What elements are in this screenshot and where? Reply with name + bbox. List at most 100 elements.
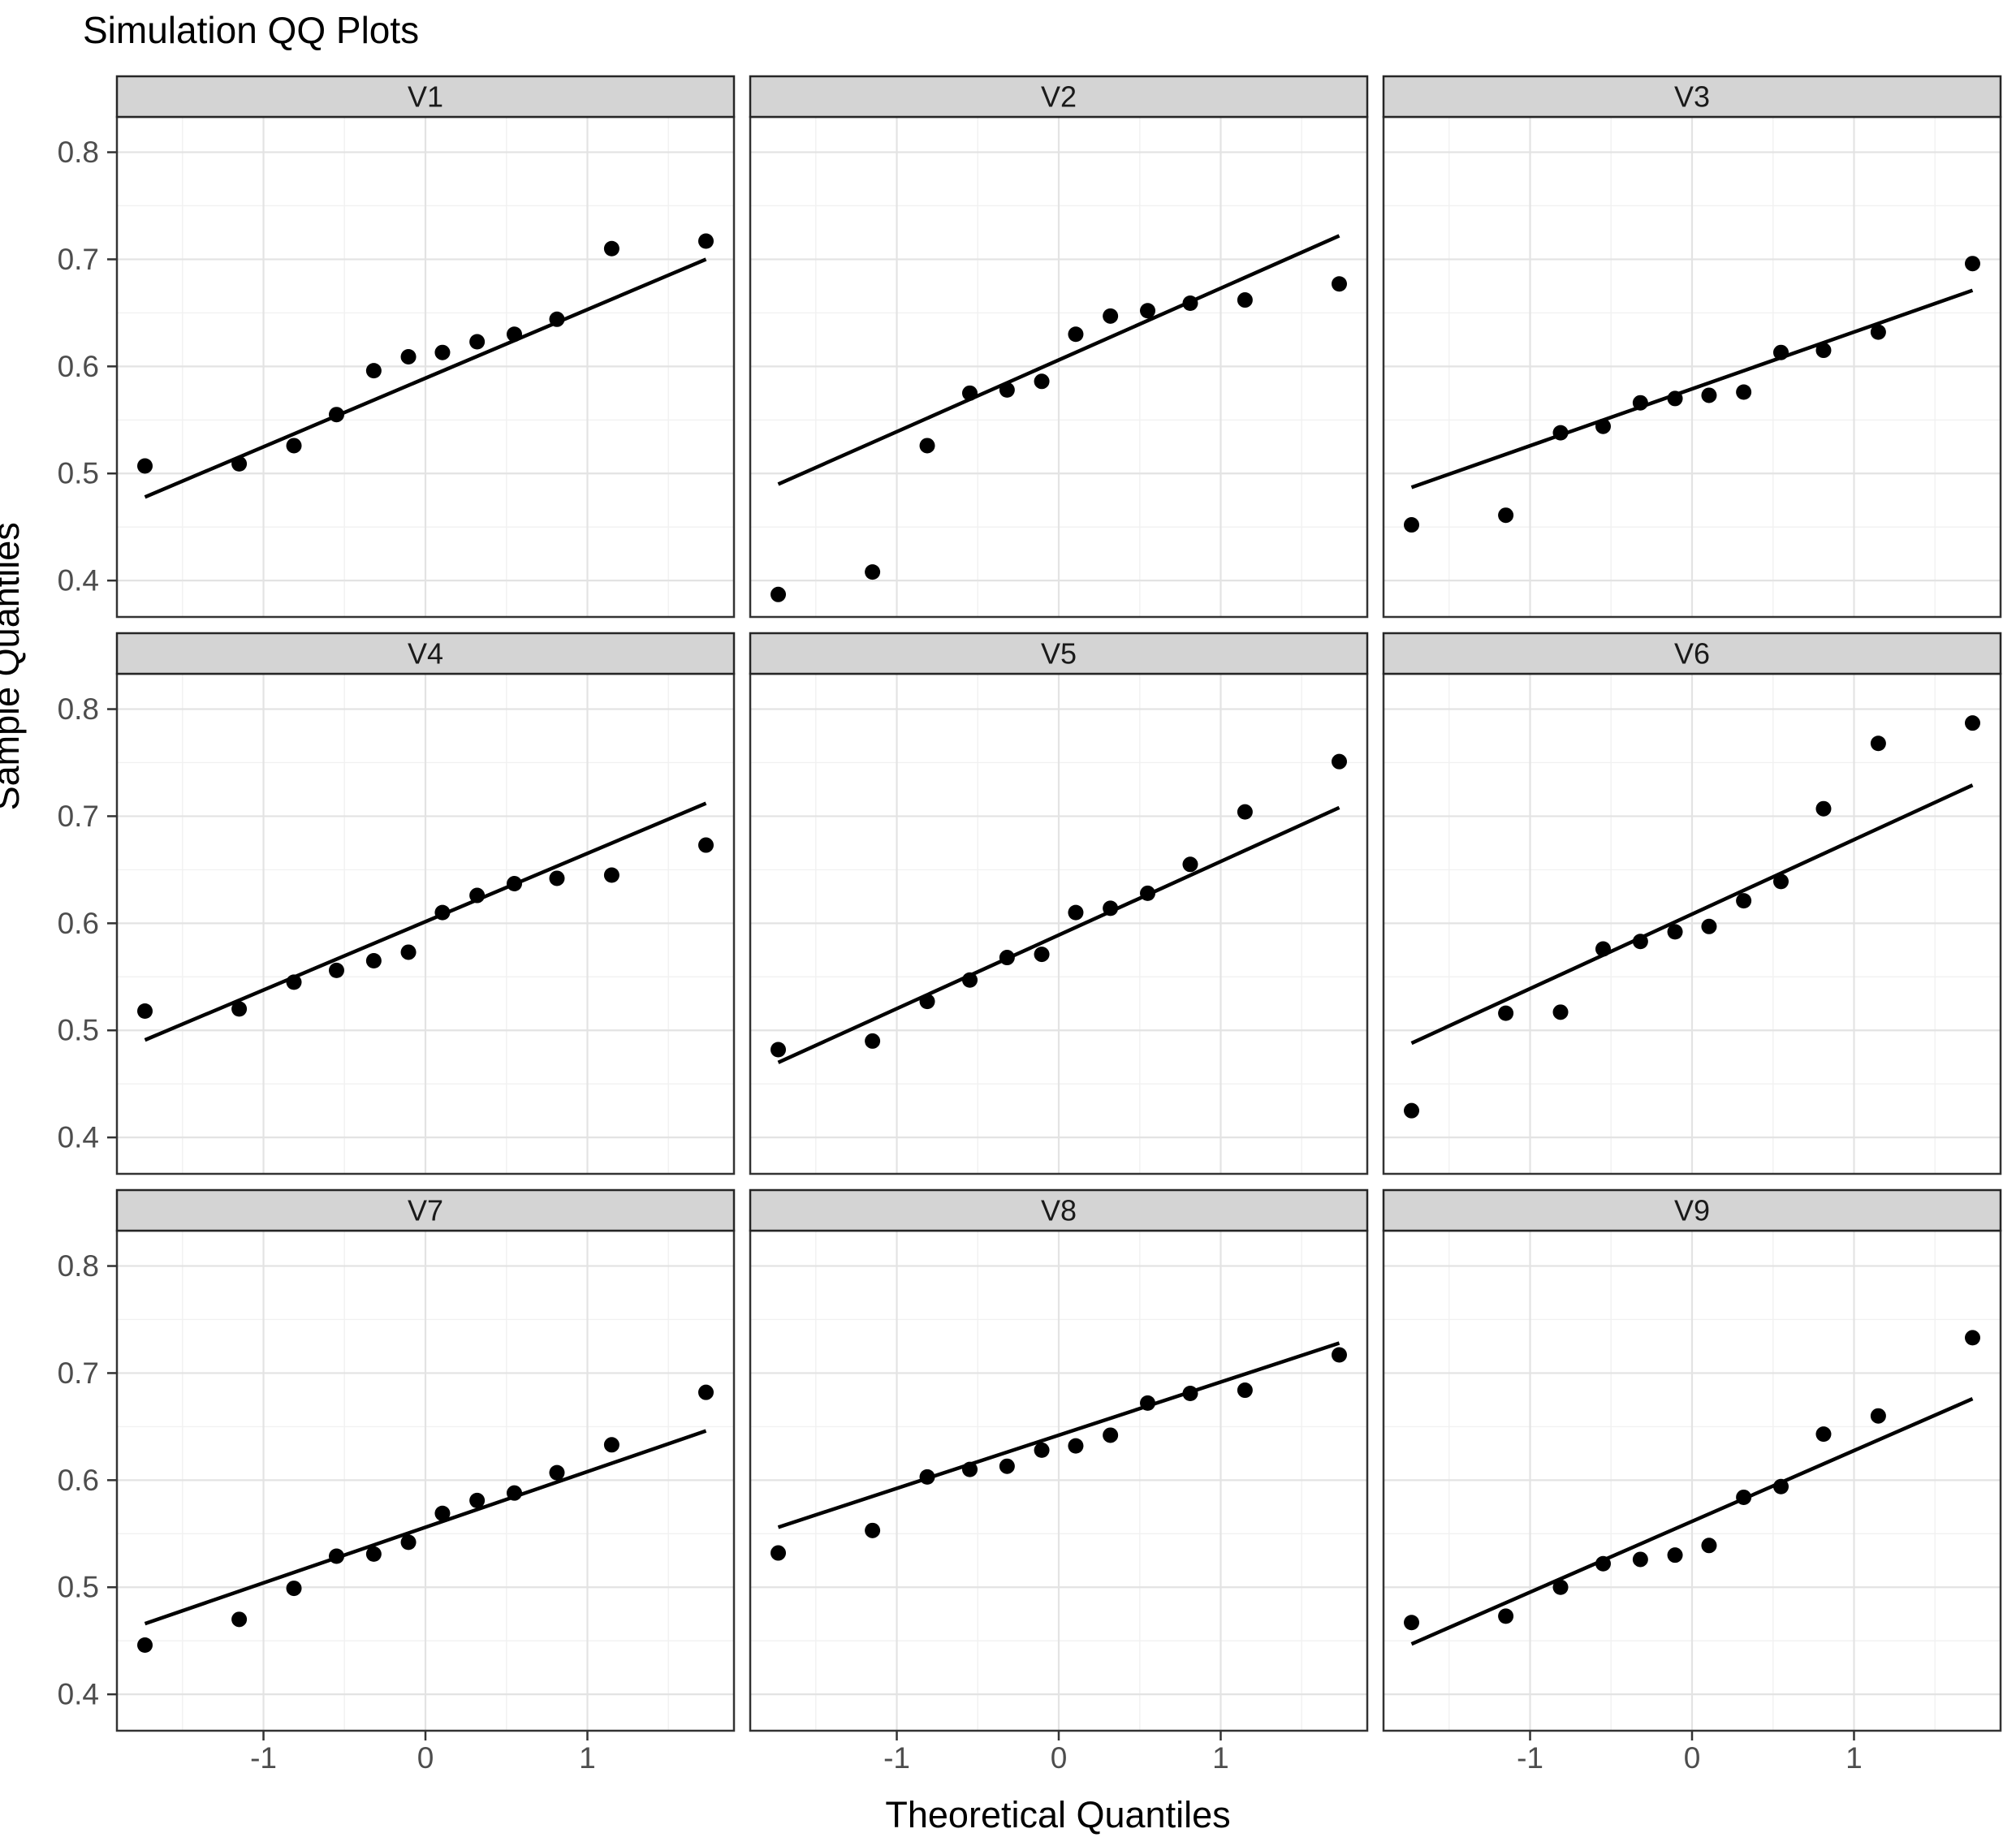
qq-point bbox=[1870, 1408, 1886, 1424]
facet-panel-V9: V9 bbox=[1382, 1188, 2002, 1732]
y-tick-label: 0.7 bbox=[58, 243, 99, 276]
qq-points-V2 bbox=[771, 276, 1347, 602]
x-tick-label: 0 bbox=[417, 1741, 434, 1775]
qq-point bbox=[328, 407, 344, 423]
qq-point bbox=[1964, 1330, 1980, 1346]
y-tick-label: 0.5 bbox=[58, 1014, 99, 1047]
gridlines-V2 bbox=[750, 117, 1367, 617]
qq-point bbox=[286, 974, 302, 990]
qq-point bbox=[1552, 1579, 1569, 1595]
qq-point bbox=[865, 1033, 881, 1049]
qq-point bbox=[1103, 308, 1119, 324]
qq-point bbox=[1498, 1608, 1514, 1624]
y-tick-label: 0.5 bbox=[58, 1571, 99, 1604]
y-tick-label: 0.4 bbox=[58, 1121, 99, 1154]
qq-point bbox=[137, 1637, 153, 1653]
qq-point bbox=[365, 953, 382, 969]
y-tick-label: 0.7 bbox=[58, 800, 99, 833]
strip-V1 bbox=[115, 75, 736, 119]
qq-line-V2 bbox=[777, 234, 1340, 486]
qq-point bbox=[1498, 507, 1514, 524]
qq-line-V6 bbox=[1410, 783, 1974, 1046]
qq-point bbox=[400, 348, 417, 364]
qq-point bbox=[1404, 517, 1420, 533]
qq-point bbox=[697, 1384, 714, 1400]
qq-point bbox=[771, 586, 787, 602]
strip-V3 bbox=[1382, 75, 2002, 119]
qq-point bbox=[1182, 856, 1198, 873]
qq-point bbox=[865, 1522, 881, 1538]
strip-label-V8: V8 bbox=[1041, 1194, 1077, 1227]
facet-panel-V3: V3 bbox=[1382, 75, 2002, 619]
strip-label-V1: V1 bbox=[408, 80, 443, 114]
qq-point bbox=[919, 438, 935, 454]
qq-point bbox=[469, 1492, 486, 1508]
qq-point bbox=[1552, 1004, 1569, 1020]
qq-line-V3 bbox=[1410, 288, 1974, 490]
qq-point bbox=[1034, 1442, 1050, 1458]
qq-line-V7 bbox=[144, 1429, 707, 1626]
strip-V9 bbox=[1382, 1188, 2002, 1232]
qq-point bbox=[1964, 256, 1980, 272]
qq-point bbox=[1595, 418, 1611, 434]
qq-point bbox=[1870, 324, 1886, 340]
qq-line-V5 bbox=[777, 805, 1340, 1064]
qq-point bbox=[1103, 1427, 1119, 1443]
x-tick-label: 1 bbox=[579, 1741, 596, 1775]
qq-point bbox=[1964, 715, 1980, 731]
qq-points-V7 bbox=[137, 1384, 714, 1653]
x-tick-label: 0 bbox=[1051, 1741, 1068, 1775]
qq-point bbox=[328, 962, 344, 978]
qq-point bbox=[1815, 1426, 1832, 1443]
strip-label-V3: V3 bbox=[1674, 80, 1710, 114]
qq-points-V4 bbox=[137, 837, 714, 1020]
qq-point bbox=[286, 438, 302, 454]
strip-V2 bbox=[749, 75, 1369, 119]
y-tick-label: 0.6 bbox=[58, 1464, 99, 1497]
gridlines-V4 bbox=[117, 674, 734, 1174]
qq-point bbox=[1870, 735, 1886, 752]
gridlines-V7 bbox=[117, 1231, 734, 1731]
qq-point bbox=[549, 1464, 565, 1481]
x-tick-label: -1 bbox=[250, 1741, 277, 1775]
x-tick-label: 1 bbox=[1212, 1741, 1229, 1775]
strip-V5 bbox=[749, 632, 1369, 675]
qq-point bbox=[1331, 276, 1347, 292]
strip-label-V9: V9 bbox=[1674, 1194, 1710, 1227]
y-tick-label: 0.5 bbox=[58, 457, 99, 490]
qq-point bbox=[1237, 804, 1253, 820]
qq-point bbox=[434, 344, 451, 360]
y-tick-label: 0.4 bbox=[58, 564, 99, 597]
gridlines-V8 bbox=[750, 1231, 1367, 1731]
qq-point bbox=[549, 870, 565, 886]
qq-point bbox=[1667, 924, 1683, 940]
qq-point bbox=[365, 363, 382, 379]
qq-point bbox=[469, 334, 486, 350]
qq-point bbox=[1736, 893, 1752, 909]
qq-point bbox=[1068, 1438, 1084, 1454]
qq-point bbox=[1140, 303, 1156, 319]
qq-point bbox=[961, 1461, 978, 1477]
facet-panel-V2: V2 bbox=[749, 75, 1369, 619]
y-tick-label: 0.6 bbox=[58, 907, 99, 940]
qq-point bbox=[999, 950, 1015, 966]
qq-point bbox=[1140, 885, 1156, 901]
qq-point bbox=[999, 382, 1015, 398]
qq-point bbox=[1701, 918, 1717, 934]
qq-point bbox=[231, 1001, 248, 1017]
strip-label-V5: V5 bbox=[1041, 637, 1077, 671]
qq-point bbox=[434, 1505, 451, 1521]
qq-point bbox=[434, 904, 451, 921]
qq-point bbox=[919, 1469, 935, 1485]
y-tick-label: 0.7 bbox=[58, 1356, 99, 1390]
qq-point bbox=[1068, 326, 1084, 343]
qq-point bbox=[1595, 1555, 1611, 1572]
y-axis: 0.8 0.7 0.6 0.5 0.4 0.8 0.7 0.6 0.5 0.4 0.8 0.7 0.6 0… bbox=[58, 136, 117, 1711]
facet-panel-V6: V6 bbox=[1382, 632, 2002, 1175]
qq-point bbox=[1034, 947, 1050, 963]
x-axis: -1 0 1 -1 0 1 -1 0 1 bbox=[250, 1731, 1863, 1775]
qq-point bbox=[961, 972, 978, 988]
qq-line-V8 bbox=[777, 1341, 1340, 1529]
y-tick-label: 0.8 bbox=[58, 136, 99, 169]
